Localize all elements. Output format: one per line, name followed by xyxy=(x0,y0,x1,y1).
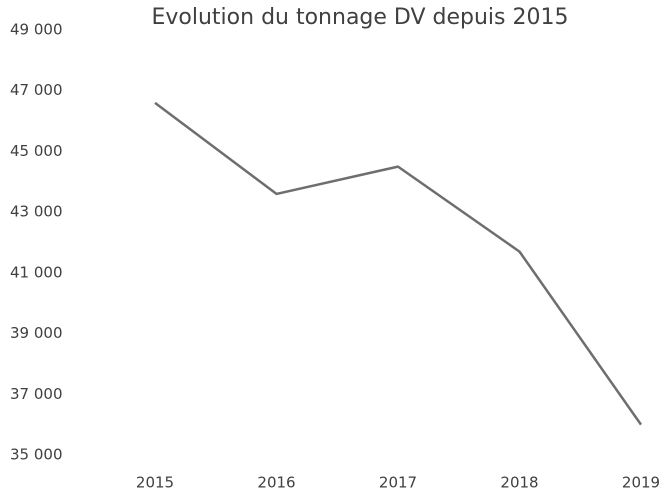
x-tick-label: 2019 xyxy=(622,474,660,492)
y-tick-label: 41 000 xyxy=(10,263,63,281)
y-tick-label: 37 000 xyxy=(10,385,63,403)
x-tick-label: 2018 xyxy=(500,474,538,492)
y-tick-label: 47 000 xyxy=(10,81,63,99)
line-series xyxy=(154,101,643,426)
chart-title: Evolution du tonnage DV depuis 2015 xyxy=(152,5,569,30)
x-tick-label: 2017 xyxy=(379,474,417,492)
y-tick-label: 49 000 xyxy=(10,21,63,39)
y-tick-label: 45 000 xyxy=(10,142,63,160)
x-tick-label: 2015 xyxy=(136,474,174,492)
x-tick-label: 2016 xyxy=(257,474,295,492)
y-tick-label: 35 000 xyxy=(10,446,63,464)
y-tick-label: 43 000 xyxy=(10,203,63,221)
y-tick-label: 39 000 xyxy=(10,324,63,342)
